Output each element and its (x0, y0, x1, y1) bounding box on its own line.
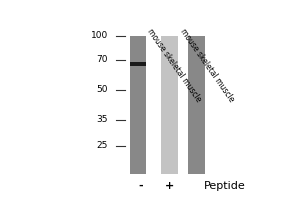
Text: +: + (165, 181, 174, 191)
Text: 50: 50 (97, 85, 108, 94)
Text: 70: 70 (97, 55, 108, 64)
Bar (161, 36, 178, 174)
Text: Peptide: Peptide (204, 181, 246, 191)
Text: -: - (139, 181, 143, 191)
Text: 35: 35 (97, 116, 108, 124)
Text: 100: 100 (91, 31, 108, 40)
Bar (130, 36, 146, 174)
Text: mouse skeletal muscle: mouse skeletal muscle (146, 27, 203, 104)
Text: mouse skeletal muscle: mouse skeletal muscle (178, 27, 236, 104)
Bar (188, 36, 205, 174)
Text: 25: 25 (97, 142, 108, 150)
Bar (161, 36, 178, 174)
Bar (130, 62, 146, 66)
